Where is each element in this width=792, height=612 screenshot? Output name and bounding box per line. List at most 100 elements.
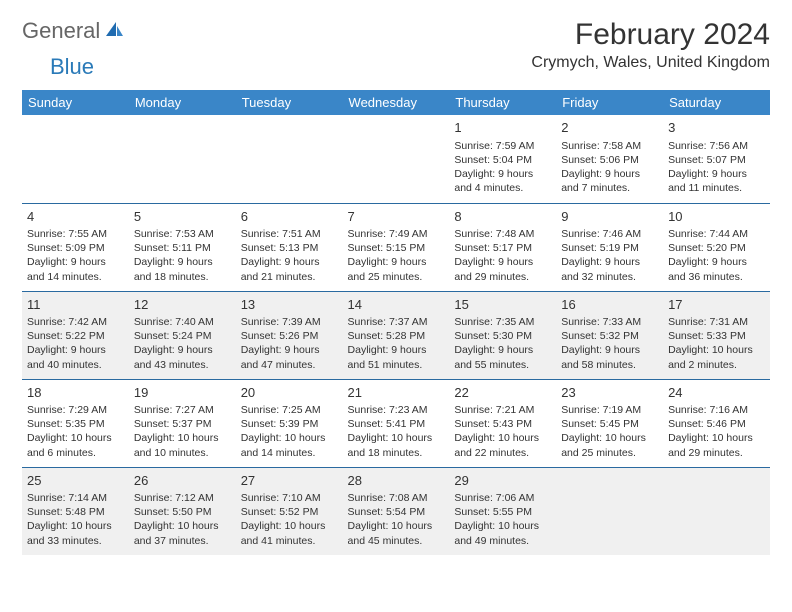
day-detail: Daylight: 10 hours [241, 431, 338, 445]
calendar-cell: 16Sunrise: 7:33 AMSunset: 5:32 PMDayligh… [556, 291, 663, 379]
day-detail: Daylight: 9 hours [27, 343, 124, 357]
day-detail: Daylight: 10 hours [27, 431, 124, 445]
day-detail: Sunrise: 7:49 AM [348, 227, 445, 241]
day-detail: Daylight: 10 hours [454, 431, 551, 445]
day-number: 26 [134, 472, 231, 490]
calendar-cell: 9Sunrise: 7:46 AMSunset: 5:19 PMDaylight… [556, 203, 663, 291]
day-detail: Sunrise: 7:56 AM [668, 139, 765, 153]
day-number: 21 [348, 384, 445, 402]
day-number: 3 [668, 119, 765, 137]
day-detail: and 10 minutes. [134, 446, 231, 460]
day-number: 19 [134, 384, 231, 402]
day-detail: and 6 minutes. [27, 446, 124, 460]
day-number: 22 [454, 384, 551, 402]
day-detail: Sunset: 5:54 PM [348, 505, 445, 519]
day-detail: Daylight: 9 hours [561, 167, 658, 181]
day-header: Wednesday [343, 90, 450, 115]
day-detail: Sunrise: 7:59 AM [454, 139, 551, 153]
logo-sail-icon [104, 20, 124, 43]
day-detail: Sunset: 5:39 PM [241, 417, 338, 431]
day-number: 23 [561, 384, 658, 402]
logo-word-1: General [22, 18, 100, 44]
day-detail: Sunset: 5:46 PM [668, 417, 765, 431]
calendar-cell [22, 115, 129, 203]
day-detail: Sunrise: 7:46 AM [561, 227, 658, 241]
calendar-cell [663, 467, 770, 555]
day-detail: Sunset: 5:55 PM [454, 505, 551, 519]
calendar-cell: 17Sunrise: 7:31 AMSunset: 5:33 PMDayligh… [663, 291, 770, 379]
calendar-cell: 26Sunrise: 7:12 AMSunset: 5:50 PMDayligh… [129, 467, 236, 555]
day-detail: Sunrise: 7:44 AM [668, 227, 765, 241]
day-detail: Sunrise: 7:14 AM [27, 491, 124, 505]
day-detail: Sunset: 5:26 PM [241, 329, 338, 343]
day-detail: Sunrise: 7:55 AM [27, 227, 124, 241]
calendar-cell: 6Sunrise: 7:51 AMSunset: 5:13 PMDaylight… [236, 203, 343, 291]
day-detail: and 11 minutes. [668, 181, 765, 195]
day-detail: Sunrise: 7:12 AM [134, 491, 231, 505]
calendar-cell [343, 115, 450, 203]
calendar-cell: 21Sunrise: 7:23 AMSunset: 5:41 PMDayligh… [343, 379, 450, 467]
day-detail: Sunset: 5:35 PM [27, 417, 124, 431]
day-detail: Sunrise: 7:27 AM [134, 403, 231, 417]
day-detail: Sunset: 5:04 PM [454, 153, 551, 167]
day-detail: Daylight: 9 hours [241, 255, 338, 269]
day-detail: Daylight: 9 hours [668, 167, 765, 181]
day-detail: Sunrise: 7:40 AM [134, 315, 231, 329]
calendar-cell: 28Sunrise: 7:08 AMSunset: 5:54 PMDayligh… [343, 467, 450, 555]
calendar-cell [129, 115, 236, 203]
day-detail: and 33 minutes. [27, 534, 124, 548]
calendar-cell: 7Sunrise: 7:49 AMSunset: 5:15 PMDaylight… [343, 203, 450, 291]
calendar-cell: 10Sunrise: 7:44 AMSunset: 5:20 PMDayligh… [663, 203, 770, 291]
day-detail: and 51 minutes. [348, 358, 445, 372]
day-detail: Sunset: 5:15 PM [348, 241, 445, 255]
day-detail: and 22 minutes. [454, 446, 551, 460]
calendar-cell: 14Sunrise: 7:37 AMSunset: 5:28 PMDayligh… [343, 291, 450, 379]
day-number: 2 [561, 119, 658, 137]
day-detail: and 47 minutes. [241, 358, 338, 372]
day-detail: Daylight: 9 hours [454, 343, 551, 357]
day-detail: Daylight: 9 hours [454, 167, 551, 181]
day-detail: and 41 minutes. [241, 534, 338, 548]
day-number: 17 [668, 296, 765, 314]
day-detail: Sunset: 5:50 PM [134, 505, 231, 519]
day-detail: and 37 minutes. [134, 534, 231, 548]
day-detail: and 36 minutes. [668, 270, 765, 284]
day-number: 28 [348, 472, 445, 490]
day-detail: Daylight: 9 hours [241, 343, 338, 357]
calendar-cell: 12Sunrise: 7:40 AMSunset: 5:24 PMDayligh… [129, 291, 236, 379]
calendar-row: 11Sunrise: 7:42 AMSunset: 5:22 PMDayligh… [22, 291, 770, 379]
day-detail: Sunrise: 7:53 AM [134, 227, 231, 241]
day-header: Sunday [22, 90, 129, 115]
day-detail: Daylight: 9 hours [27, 255, 124, 269]
day-detail: and 18 minutes. [134, 270, 231, 284]
day-detail: Sunset: 5:43 PM [454, 417, 551, 431]
day-number: 12 [134, 296, 231, 314]
calendar-row: 4Sunrise: 7:55 AMSunset: 5:09 PMDaylight… [22, 203, 770, 291]
calendar-cell: 24Sunrise: 7:16 AMSunset: 5:46 PMDayligh… [663, 379, 770, 467]
day-detail: Sunset: 5:19 PM [561, 241, 658, 255]
day-detail: and 14 minutes. [27, 270, 124, 284]
day-detail: Sunrise: 7:21 AM [454, 403, 551, 417]
day-detail: and 49 minutes. [454, 534, 551, 548]
calendar-row: 25Sunrise: 7:14 AMSunset: 5:48 PMDayligh… [22, 467, 770, 555]
calendar-table: Sunday Monday Tuesday Wednesday Thursday… [22, 90, 770, 555]
calendar-cell: 3Sunrise: 7:56 AMSunset: 5:07 PMDaylight… [663, 115, 770, 203]
day-detail: Sunrise: 7:19 AM [561, 403, 658, 417]
day-number: 15 [454, 296, 551, 314]
day-detail: Sunset: 5:52 PM [241, 505, 338, 519]
day-detail: Sunset: 5:33 PM [668, 329, 765, 343]
day-detail: Daylight: 9 hours [348, 255, 445, 269]
day-detail: Daylight: 9 hours [134, 343, 231, 357]
calendar-body: 1Sunrise: 7:59 AMSunset: 5:04 PMDaylight… [22, 115, 770, 555]
day-detail: Sunset: 5:28 PM [348, 329, 445, 343]
day-detail: Sunset: 5:11 PM [134, 241, 231, 255]
day-detail: and 2 minutes. [668, 358, 765, 372]
day-number: 20 [241, 384, 338, 402]
day-detail: Sunset: 5:20 PM [668, 241, 765, 255]
calendar-cell [556, 467, 663, 555]
day-detail: Sunrise: 7:25 AM [241, 403, 338, 417]
calendar-row: 1Sunrise: 7:59 AMSunset: 5:04 PMDaylight… [22, 115, 770, 203]
day-detail: Sunrise: 7:31 AM [668, 315, 765, 329]
calendar-cell: 1Sunrise: 7:59 AMSunset: 5:04 PMDaylight… [449, 115, 556, 203]
day-number: 18 [27, 384, 124, 402]
